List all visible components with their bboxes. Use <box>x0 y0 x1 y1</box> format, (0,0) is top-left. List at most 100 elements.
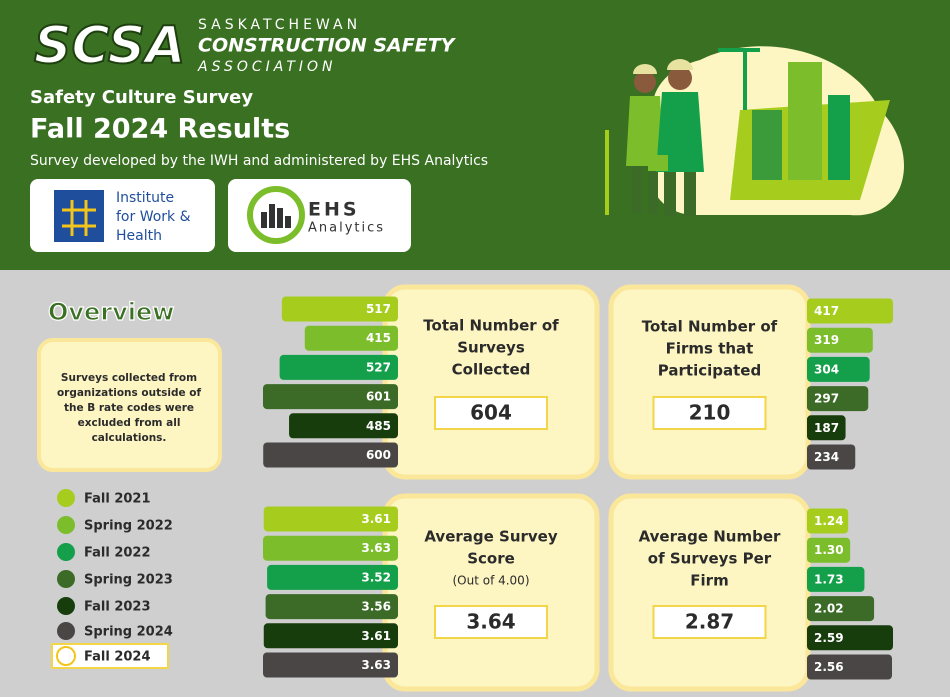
panel-card <box>382 493 600 692</box>
overview-title: Overview <box>48 298 174 326</box>
bar-label: 3.61 <box>361 629 391 643</box>
bar <box>807 537 851 563</box>
bar-label: 3.56 <box>361 600 391 614</box>
legend-swatch <box>57 543 75 561</box>
note-box <box>37 338 222 472</box>
partner-name: Health <box>116 228 162 244</box>
legend-label: Spring 2023 <box>84 573 173 588</box>
iwh-icon-lines <box>62 200 96 236</box>
legend-label: Fall 2022 <box>84 546 151 561</box>
legend-swatch <box>56 646 76 666</box>
title: Fall 2024 Results <box>30 114 290 145</box>
panel-title: Collected <box>452 361 531 379</box>
panel-value: 604 <box>470 401 512 425</box>
org-line: CONSTRUCTION SAFETY <box>198 35 457 57</box>
legend-swatch <box>57 489 75 507</box>
panel-value: 210 <box>689 401 731 425</box>
iwh-icon <box>54 190 104 242</box>
panel-title: Average Survey <box>424 528 558 546</box>
bar-label: 2.56 <box>814 660 844 674</box>
panel-title: Total Number of <box>642 318 778 336</box>
partner-card <box>228 179 411 252</box>
bar-label: 2.59 <box>814 631 844 645</box>
bar <box>807 356 870 382</box>
panel-title: of Surveys Per <box>648 550 772 568</box>
bar-label: 417 <box>814 304 839 318</box>
note-line: excluded from all <box>78 417 181 429</box>
bar-label: 601 <box>366 390 391 404</box>
legend-label: Spring 2022 <box>84 519 173 534</box>
value-box <box>434 605 548 639</box>
bar-label: 1.24 <box>814 514 844 528</box>
bar-label: 517 <box>366 302 391 316</box>
bar <box>807 327 873 353</box>
bar-label: 3.52 <box>361 570 391 584</box>
bar <box>807 386 869 412</box>
bar <box>807 596 875 622</box>
note-line: Surveys collected from <box>61 372 197 384</box>
panel-value: 2.87 <box>685 610 734 634</box>
bar <box>267 564 398 590</box>
panel-title: Score <box>467 550 515 568</box>
panel-card <box>608 493 811 692</box>
partner-name: EHS <box>308 199 360 221</box>
bar <box>263 442 398 468</box>
bar-label: 297 <box>814 392 839 406</box>
panel-title: Average Number <box>639 528 781 546</box>
note-line: organizations outside of <box>57 387 202 399</box>
bar <box>263 535 398 561</box>
panel-card <box>608 284 811 480</box>
bar <box>807 298 893 324</box>
legend-label: Spring 2024 <box>84 625 173 640</box>
bar <box>807 444 856 470</box>
bar <box>263 652 398 678</box>
panel-card <box>382 284 600 480</box>
bar-label: 600 <box>366 448 391 462</box>
bar <box>263 384 398 410</box>
legend-swatch <box>57 516 75 534</box>
bar <box>807 566 865 592</box>
legend-swatch <box>57 622 75 640</box>
bar <box>807 508 849 534</box>
logo-text: SCSA <box>34 16 185 76</box>
value-box <box>434 396 548 430</box>
bar <box>289 413 398 439</box>
bar <box>807 654 893 680</box>
bar-label: 234 <box>814 450 839 464</box>
ehs-icon <box>247 186 305 244</box>
bar <box>263 623 398 649</box>
value-box <box>652 605 767 639</box>
bar <box>807 415 846 441</box>
bar-label: 1.73 <box>814 572 844 586</box>
panel-title: Surveys <box>457 339 525 357</box>
bar-label: 1.30 <box>814 543 844 557</box>
bar-label: 415 <box>366 331 391 345</box>
bar-label: 527 <box>366 360 391 374</box>
panel-title: Firms that <box>666 340 754 358</box>
bar-label: 2.02 <box>814 602 844 616</box>
illustration <box>605 46 904 216</box>
note-line: calculations. <box>92 432 167 444</box>
legend-swatch <box>57 597 75 615</box>
partner-name: for Work & <box>116 209 191 225</box>
bar <box>265 594 398 620</box>
org-line: SASKATCHEWAN <box>198 17 361 33</box>
survey-name: Safety Culture Survey <box>30 87 253 108</box>
bar-label: 304 <box>814 362 839 376</box>
bar-label: 3.63 <box>361 658 391 672</box>
bar-label: 485 <box>366 419 391 433</box>
panel-title: Participated <box>658 362 761 380</box>
bar <box>279 354 398 380</box>
legend-swatch <box>57 570 75 588</box>
bar <box>807 625 893 651</box>
panel-title: Firm <box>690 572 728 590</box>
panel-value: 3.64 <box>466 610 515 634</box>
partner-name: Analytics <box>308 221 385 236</box>
legend-label: Fall 2021 <box>84 492 151 507</box>
bar-label: 319 <box>814 333 839 347</box>
panel-note: (Out of 4.00) <box>452 574 529 588</box>
legend-label: Fall 2023 <box>84 600 151 615</box>
legend-label: Fall 2024 <box>84 650 151 665</box>
bar <box>304 325 398 351</box>
